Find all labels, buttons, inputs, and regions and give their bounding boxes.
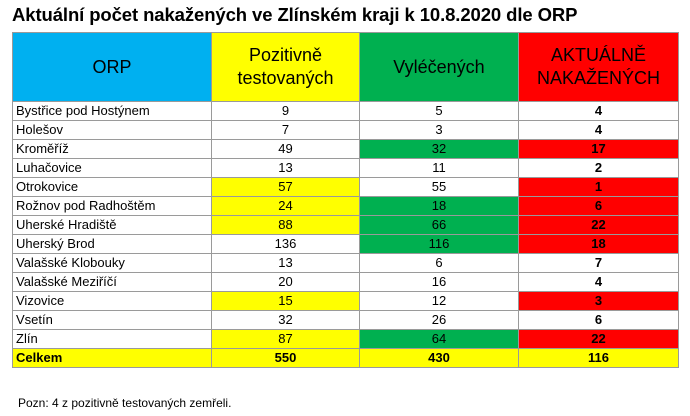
total-row: Celkem 550 430 116: [12, 348, 679, 368]
orp-name: Luhačovice: [12, 158, 212, 178]
aktualne-value: 4: [518, 120, 679, 140]
pozitivni-value: 7: [211, 120, 360, 140]
table-row: Uherský Brod 136 116 18: [12, 234, 679, 254]
header-vyleceni: Vyléčených: [359, 32, 519, 102]
table-row: Valašské Klobouky 13 6 7: [12, 253, 679, 273]
table-row: Vizovice 15 12 3: [12, 291, 679, 311]
table-row: Bystřice pod Hostýnem 9 5 4: [12, 101, 679, 121]
orp-name: Rožnov pod Radhoštěm: [12, 196, 212, 216]
vyleceni-value: 5: [359, 101, 519, 121]
aktualne-value: 7: [518, 253, 679, 273]
table-row: Valašské Meziříčí 20 16 4: [12, 272, 679, 292]
pozitivni-value: 20: [211, 272, 360, 292]
pozitivni-value: 15: [211, 291, 360, 311]
aktualne-value: 4: [518, 101, 679, 121]
vyleceni-value: 66: [359, 215, 519, 235]
vyleceni-value: 16: [359, 272, 519, 292]
orp-name: Valašské Klobouky: [12, 253, 212, 273]
table-body: Bystřice pod Hostýnem 9 5 4 Holešov 7 3 4 Kroměř…: [12, 101, 679, 368]
vyleceni-value: 32: [359, 139, 519, 159]
header-pozitivne-line2: testovaných: [237, 68, 334, 88]
pozitivni-value: 13: [211, 253, 360, 273]
header-row: ORP Pozitivně testovaných Vyléčených AKT…: [12, 32, 679, 102]
vyleceni-value: 116: [359, 234, 519, 254]
orp-table: ORP Pozitivně testovaných Vyléčených AKT…: [12, 32, 679, 368]
aktualne-value: 6: [518, 196, 679, 216]
orp-name: Zlín: [12, 329, 212, 349]
orp-name: Uherský Brod: [12, 234, 212, 254]
table-row: Zlín 87 64 22: [12, 329, 679, 349]
header-aktualne: AKTUÁLNĚ NAKAŽENÝCH: [518, 32, 679, 102]
aktualne-value: 3: [518, 291, 679, 311]
table-header: ORP Pozitivně testovaných Vyléčených AKT…: [12, 32, 679, 102]
header-aktualne-line2: NAKAŽENÝCH: [536, 68, 661, 88]
orp-name: Vizovice: [12, 291, 212, 311]
aktualne-value: 1: [518, 177, 679, 197]
table-row: Otrokovice 57 55 1: [12, 177, 679, 197]
pozitivni-value: 49: [211, 139, 360, 159]
table-row: Rožnov pod Radhoštěm 24 18 6: [12, 196, 679, 216]
table-row: Vsetín 32 26 6: [12, 310, 679, 330]
vyleceni-value: 64: [359, 329, 519, 349]
table-row: Holešov 7 3 4: [12, 120, 679, 140]
pozitivni-value: 9: [211, 101, 360, 121]
pozitivni-value: 13: [211, 158, 360, 178]
pozitivni-value: 32: [211, 310, 360, 330]
table-row: Luhačovice 13 11 2: [12, 158, 679, 178]
orp-name: Otrokovice: [12, 177, 212, 197]
total-aktualne: 116: [518, 348, 679, 368]
vyleceni-value: 18: [359, 196, 519, 216]
header-aktualne-line1: AKTUÁLNĚ: [550, 45, 647, 65]
aktualne-value: 2: [518, 158, 679, 178]
total-label: Celkem: [12, 348, 212, 368]
aktualne-value: 22: [518, 329, 679, 349]
aktualne-value: 18: [518, 234, 679, 254]
header-pozitivne-line1: Pozitivně: [248, 45, 323, 65]
pozitivni-value: 87: [211, 329, 360, 349]
pozitivni-value: 88: [211, 215, 360, 235]
aktualne-value: 17: [518, 139, 679, 159]
vyleceni-value: 12: [359, 291, 519, 311]
header-pozitivne: Pozitivně testovaných: [211, 32, 360, 102]
total-vyleceni: 430: [359, 348, 519, 368]
table-row: Uherské Hradiště 88 66 22: [12, 215, 679, 235]
orp-name: Valašské Meziříčí: [12, 272, 212, 292]
header-orp: ORP: [12, 32, 212, 102]
pozitivni-value: 57: [211, 177, 360, 197]
vyleceni-value: 6: [359, 253, 519, 273]
aktualne-value: 6: [518, 310, 679, 330]
aktualne-value: 4: [518, 272, 679, 292]
page-title: Aktuální počet nakažených ve Zlínském kr…: [12, 4, 578, 25]
vyleceni-value: 55: [359, 177, 519, 197]
orp-name: Bystřice pod Hostýnem: [12, 101, 212, 121]
orp-name: Holešov: [12, 120, 212, 140]
aktualne-value: 22: [518, 215, 679, 235]
table-row: Kroměříž 49 32 17: [12, 139, 679, 159]
orp-name: Kroměříž: [12, 139, 212, 159]
footnote: Pozn: 4 z pozitivně testovaných zemřeli.: [18, 396, 232, 410]
orp-name: Uherské Hradiště: [12, 215, 212, 235]
vyleceni-value: 11: [359, 158, 519, 178]
orp-name: Vsetín: [12, 310, 212, 330]
total-pozitivni: 550: [211, 348, 360, 368]
pozitivni-value: 136: [211, 234, 360, 254]
vyleceni-value: 26: [359, 310, 519, 330]
pozitivni-value: 24: [211, 196, 360, 216]
vyleceni-value: 3: [359, 120, 519, 140]
